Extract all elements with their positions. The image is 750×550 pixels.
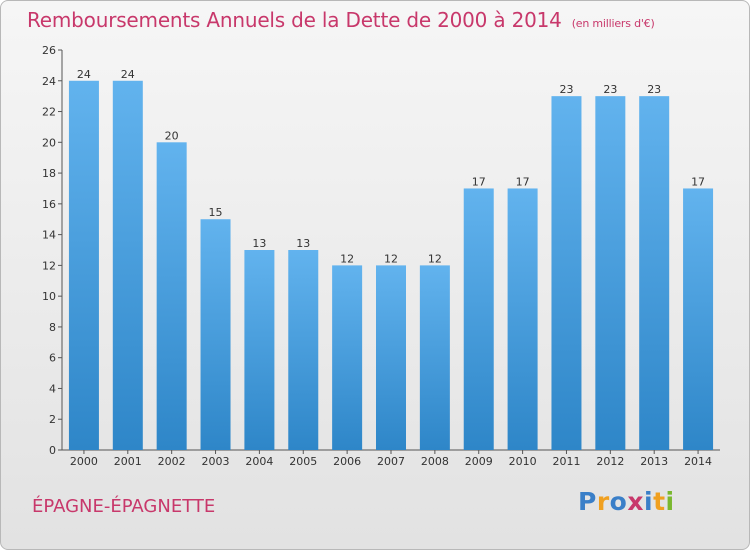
x-tick-label-2011: 2011	[552, 455, 580, 468]
x-tick-label-2003: 2003	[202, 455, 230, 468]
data-label-2004: 13	[252, 237, 266, 250]
data-label-2003: 15	[209, 206, 223, 219]
x-tick-label-2005: 2005	[289, 455, 317, 468]
logo-letter: P	[578, 487, 597, 516]
data-label-2012: 23	[603, 83, 617, 96]
y-tick-label: 4	[49, 382, 56, 395]
bar-2012	[595, 96, 626, 451]
x-tick-label-2014: 2014	[684, 455, 712, 468]
x-tick-label-2006: 2006	[333, 455, 361, 468]
data-label-2013: 23	[647, 83, 661, 96]
x-tick-label-2008: 2008	[421, 455, 449, 468]
x-tick-label-2013: 2013	[640, 455, 668, 468]
bar-2002	[156, 142, 187, 451]
data-label-2011: 23	[559, 83, 573, 96]
y-tick-label: 6	[49, 352, 56, 365]
logo-letter: x	[627, 487, 644, 516]
data-label-2001: 24	[121, 68, 135, 81]
x-tick-label-2001: 2001	[114, 455, 142, 468]
chart-subtitle: (en milliers d'€)	[571, 17, 655, 30]
logo-letter: t	[653, 487, 666, 516]
bar-2013	[639, 96, 670, 451]
y-tick-label: 18	[42, 167, 56, 180]
proxiti-logo: Proxiti	[578, 487, 675, 516]
bar-2014	[683, 188, 714, 450]
data-label-2009: 17	[472, 175, 486, 188]
data-label-2010: 17	[516, 175, 530, 188]
bar-2007	[376, 265, 406, 450]
y-tick-label: 12	[42, 259, 56, 272]
bar-2003	[200, 219, 231, 450]
x-tick-label-2010: 2010	[509, 455, 537, 468]
data-label-2014: 17	[691, 175, 705, 188]
chart-title: Remboursements Annuels de la Dette de 20…	[27, 8, 655, 32]
x-tick-label-2007: 2007	[377, 455, 405, 468]
y-tick-label: 2	[49, 413, 56, 426]
y-tick-label: 14	[42, 229, 56, 242]
x-tick-label-2009: 2009	[465, 455, 493, 468]
bar-series	[68, 80, 714, 451]
logo-letter: i	[665, 487, 675, 516]
data-label-2000: 24	[77, 68, 91, 81]
bar-2004	[244, 250, 275, 450]
data-labels: 24 24 20 15 13 13 12 12 12 17 17 23 23 23 17	[77, 68, 705, 266]
y-tick-label: 20	[42, 136, 56, 149]
y-tick-label: 22	[42, 106, 56, 119]
x-tick-label-2002: 2002	[158, 455, 186, 468]
data-label-2008: 12	[428, 252, 442, 265]
bar-2000	[68, 80, 99, 451]
x-tick-label-2012: 2012	[596, 455, 624, 468]
data-label-2005: 13	[296, 237, 310, 250]
bar-2001	[112, 80, 143, 451]
x-tick-label-2000: 2000	[70, 455, 98, 468]
data-label-2006: 12	[340, 252, 354, 265]
y-tick-label: 0	[49, 444, 56, 457]
bar-2006	[332, 265, 363, 450]
bar-2011	[551, 96, 582, 451]
logo-letter: i	[644, 487, 654, 516]
chart-title-text: Remboursements Annuels de la Dette de 20…	[27, 8, 562, 32]
logo-letter: o	[609, 487, 628, 516]
data-label-2007: 12	[384, 252, 398, 265]
y-tick-label: 24	[42, 75, 56, 88]
place-name: ÉPAGNE-ÉPAGNETTE	[32, 496, 216, 517]
y-tick-label: 8	[49, 321, 56, 334]
y-tick-label: 10	[42, 290, 56, 303]
bar-2010	[507, 188, 538, 450]
bar-2005	[288, 250, 319, 450]
bar-2009	[463, 188, 494, 450]
x-tick-label-2004: 2004	[245, 455, 273, 468]
data-label-2002: 20	[165, 129, 179, 142]
logo-letter: r	[596, 487, 610, 516]
y-tick-label: 26	[42, 44, 56, 57]
bar-2008	[419, 265, 450, 450]
y-tick-label: 16	[42, 198, 56, 211]
